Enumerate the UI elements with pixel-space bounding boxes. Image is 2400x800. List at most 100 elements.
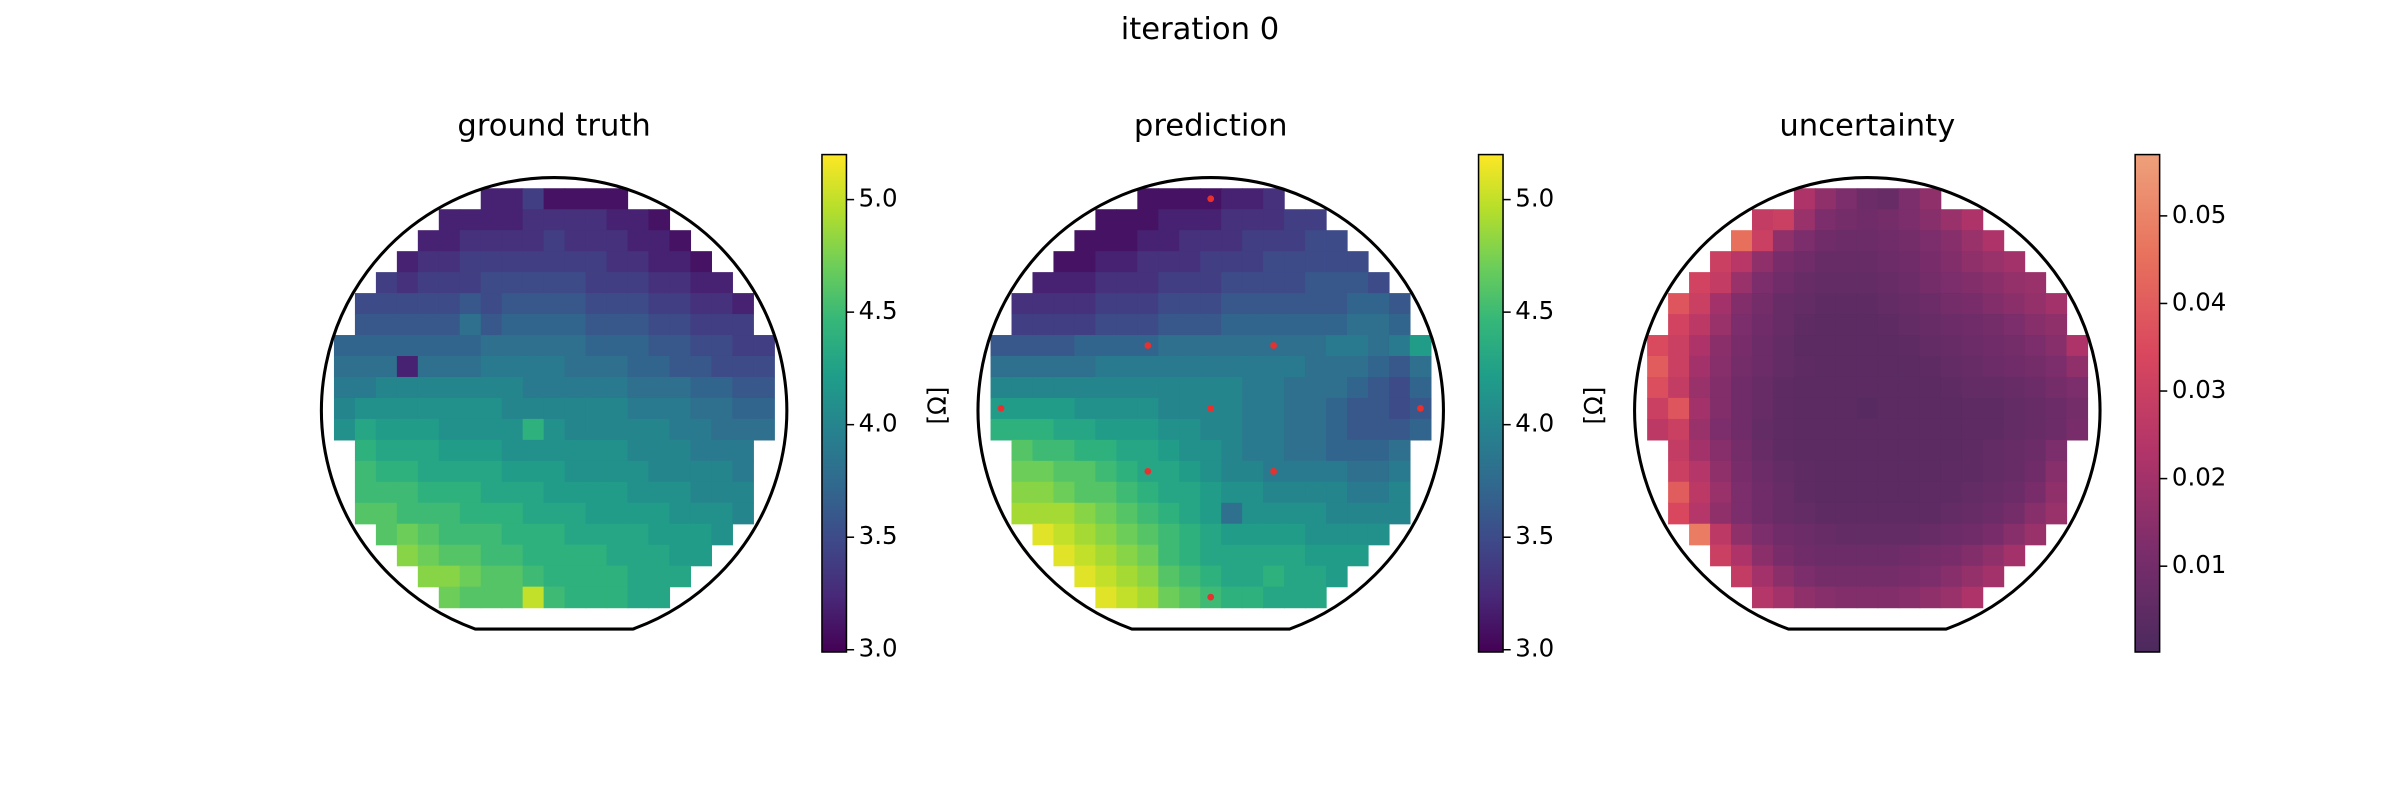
heatmap-cell <box>1856 565 1879 588</box>
heatmap-cell <box>564 272 587 294</box>
heatmap-cell <box>1647 397 1669 420</box>
heatmap-cell <box>1940 251 1963 273</box>
heatmap-cell <box>522 502 545 525</box>
heatmap-cell <box>648 314 671 336</box>
heatmap-cell <box>1814 418 1837 441</box>
heatmap-cell <box>1242 188 1264 210</box>
heatmap-cell <box>1116 376 1138 399</box>
heatmap-cell <box>1814 460 1837 483</box>
heatmap-cell <box>669 481 692 504</box>
heatmap-cell <box>1710 418 1732 441</box>
heatmap-cell <box>396 502 419 525</box>
heatmap-cell <box>1242 209 1264 231</box>
heatmap-cell <box>648 272 671 294</box>
heatmap-cell <box>564 335 587 357</box>
heatmap-cell <box>480 502 503 525</box>
heatmap-cell <box>438 481 461 504</box>
heatmap-cell <box>711 314 733 336</box>
heatmap-cell <box>522 565 545 588</box>
heatmap-cell <box>1814 335 1837 357</box>
heatmap-cell <box>1242 502 1264 525</box>
heatmap-cell <box>1856 335 1879 357</box>
heatmap-cell <box>1940 502 1963 525</box>
heatmap-cell <box>333 355 356 378</box>
heatmap-cell <box>1116 439 1138 462</box>
heatmap-cell <box>522 272 545 294</box>
heatmap-cell <box>1919 251 1942 273</box>
heatmap-cell <box>396 460 419 483</box>
heatmap-cell <box>711 502 733 525</box>
heatmap-cell <box>1772 439 1795 462</box>
heatmap-cell <box>1668 335 1690 357</box>
heatmap-cell <box>1710 397 1732 420</box>
heatmap-cell <box>669 565 692 588</box>
heatmap-cell <box>627 418 650 441</box>
heatmap-cell <box>1731 418 1753 441</box>
heatmap-cell <box>543 188 566 210</box>
heatmap-cell <box>1940 209 1963 231</box>
heatmap-cell <box>1242 586 1264 609</box>
heatmap-cell <box>1961 230 1984 252</box>
heatmap-cell <box>1814 376 1837 399</box>
heatmap-cell <box>990 355 1013 378</box>
heatmap-cell <box>1898 355 1921 378</box>
heatmap-cell <box>1032 418 1055 441</box>
heatmap-cell <box>1032 314 1055 336</box>
heatmap-cell <box>1835 251 1858 273</box>
heatmap-cell <box>354 460 377 483</box>
heatmap-cell <box>1137 314 1159 336</box>
heatmap-cell <box>438 502 461 525</box>
heatmap-cell <box>690 272 712 294</box>
heatmap-cell <box>354 335 377 357</box>
heatmap-cell <box>1856 314 1879 336</box>
heatmap-cell <box>1053 460 1076 483</box>
heatmap-cell <box>1305 397 1327 420</box>
heatmap-cell <box>1305 481 1327 504</box>
heatmap-cell <box>585 502 608 525</box>
heatmap-cell <box>396 439 419 462</box>
heatmap-cell <box>501 376 524 399</box>
heatmap-cell <box>1856 376 1879 399</box>
heatmap-cell <box>438 314 461 336</box>
heatmap-cell <box>990 376 1013 399</box>
heatmap-cell <box>1940 565 1963 588</box>
heatmap-cell <box>1388 418 1411 441</box>
heatmap-cell <box>627 544 650 567</box>
heatmap-cell <box>1793 293 1816 315</box>
heatmap-cell <box>1242 314 1264 336</box>
heatmap-cell <box>543 335 566 357</box>
heatmap-cell <box>1710 355 1732 378</box>
heatmap-cell <box>1242 439 1264 462</box>
heatmap-cell <box>1731 272 1753 294</box>
heatmap-cell <box>753 376 775 399</box>
heatmap-cell <box>585 586 608 609</box>
heatmap-cell <box>1263 586 1285 609</box>
heatmap-cell <box>990 418 1013 441</box>
heatmap-cell <box>1982 293 2005 315</box>
heatmap-cell <box>438 272 461 294</box>
heatmap-cell <box>1284 481 1306 504</box>
heatmap-cell <box>375 460 398 483</box>
heatmap-cell <box>564 355 587 378</box>
heatmap-cell <box>543 314 566 336</box>
heatmap-cell <box>1200 355 1222 378</box>
heatmap-cell <box>522 188 545 210</box>
heatmap-cell <box>1835 376 1858 399</box>
heatmap-cell <box>417 544 440 567</box>
heatmap-cell <box>396 418 419 441</box>
heatmap-cell <box>1710 376 1732 399</box>
heatmap-cell <box>1158 314 1180 336</box>
heatmap-cell <box>1835 586 1858 609</box>
heatmap-cell <box>459 230 482 252</box>
heatmap-cell <box>2024 523 2047 546</box>
heatmap-cell <box>1751 293 1774 315</box>
heatmap-cell <box>1814 251 1837 273</box>
heatmap-cell <box>1940 544 1963 567</box>
heatmap-cell <box>1074 397 1097 420</box>
heatmap-cell <box>501 439 524 462</box>
heatmap-cell <box>1221 272 1243 294</box>
heatmap-cell <box>1116 481 1138 504</box>
heatmap-cell <box>606 209 629 231</box>
heatmap-cell <box>1158 544 1180 567</box>
heatmap-cell <box>1388 293 1411 315</box>
